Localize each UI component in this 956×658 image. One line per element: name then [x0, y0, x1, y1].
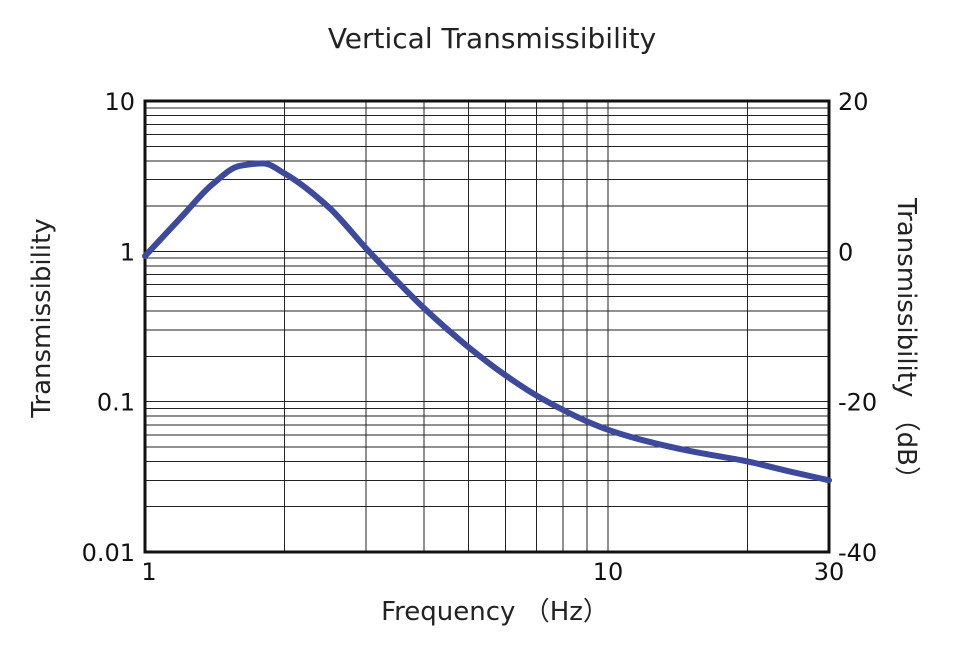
x-tick-label: 1: [141, 558, 156, 586]
y-axis-label: Transmissibility: [27, 218, 57, 418]
y2-tick-label: -20: [838, 389, 877, 417]
chart-title: Vertical Transmissibility: [328, 22, 656, 55]
curve-layer: [142, 160, 832, 484]
y-tick-label: 0.1: [97, 389, 135, 417]
y-tick-label: 1: [120, 238, 135, 266]
x-tick-label: 30: [814, 558, 845, 586]
grid-lines: [145, 101, 829, 552]
y-tick-label: 10: [104, 88, 135, 116]
x-tick-label: 10: [593, 558, 624, 586]
y2-tick-label: 0: [838, 238, 853, 266]
y2-tick-label: -40: [838, 539, 877, 567]
y2-axis-label: Transmissibility （dB）: [891, 197, 921, 492]
tick-labels: 1 10 30 0.01 0.1 1 10 -40 -20 0 20: [82, 88, 878, 586]
y2-tick-label: 20: [838, 88, 869, 116]
y-tick-label: 0.01: [82, 539, 135, 567]
plot-frame: [143, 99, 831, 554]
x-axis-label: Frequency （Hz）: [381, 597, 609, 627]
transmissibility-curve: [142, 160, 832, 484]
